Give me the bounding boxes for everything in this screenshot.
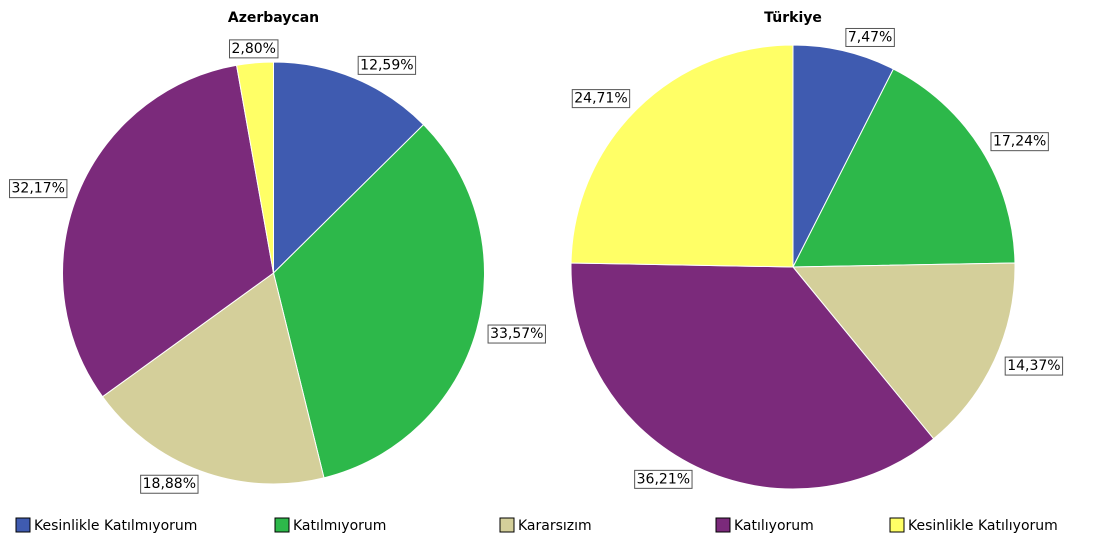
data-label-box [1004,356,1064,376]
legend-swatch [274,517,290,533]
data-label: 24,71% [574,91,627,107]
pie-slice [791,262,1016,440]
pie-slice [272,123,485,479]
data-label: 17,24% [993,134,1046,150]
data-label-group: 12,59% [357,55,417,75]
data-label-group: 18,88% [140,474,199,494]
pie-slice [101,272,325,485]
data-label-group: 17,24% [990,132,1049,152]
data-label-group: 7,47% [845,27,895,47]
data-label-group: 32,17% [9,179,68,199]
data-label: 32,17% [12,181,65,197]
data-label-group: 24,71% [571,89,631,109]
legend-label: Kesinlikle Katılıyorum [908,518,1058,534]
pie-slice [235,61,274,274]
legend-label: Kesinlikle Katılmıyorum [34,518,197,534]
chart-title: Azerbaycan [228,10,319,26]
data-label: 12,59% [360,57,413,73]
pie-slice [62,64,275,398]
data-label-box [634,469,693,489]
data-label-group: 14,37% [1004,356,1064,376]
data-label-box [990,132,1049,152]
legend-label: Kararsızım [518,518,592,534]
data-label-box [9,179,68,199]
legend-swatch [499,517,515,533]
legend-swatch [715,517,731,533]
data-label-box [845,27,895,47]
data-label: 18,88% [143,476,196,492]
data-label-box [571,89,631,109]
legend-label: Katılmıyorum [293,518,386,534]
chart-title: Türkiye [764,10,822,26]
pie-slice [792,68,1016,268]
data-label-box [357,55,417,75]
data-label: 14,37% [1007,358,1060,374]
data-label-box [487,324,546,344]
data-label-group: 2,80% [228,39,279,59]
data-label: 2,80% [231,41,275,57]
pie-slice [792,44,895,268]
data-label-group: 33,57% [487,324,546,344]
data-label: 36,21% [637,471,690,487]
data-label: 7,47% [848,29,892,45]
data-label-box [228,39,279,59]
data-label-group: 36,21% [634,469,693,489]
pie-slice [570,262,935,490]
pie-slice [570,44,794,268]
pie-slice [273,61,425,275]
legend-swatch [15,517,31,533]
legend-label: Katılıyorum [734,518,814,534]
data-label: 33,57% [490,326,543,342]
legend-swatch [889,517,905,533]
data-label-box [140,474,199,494]
